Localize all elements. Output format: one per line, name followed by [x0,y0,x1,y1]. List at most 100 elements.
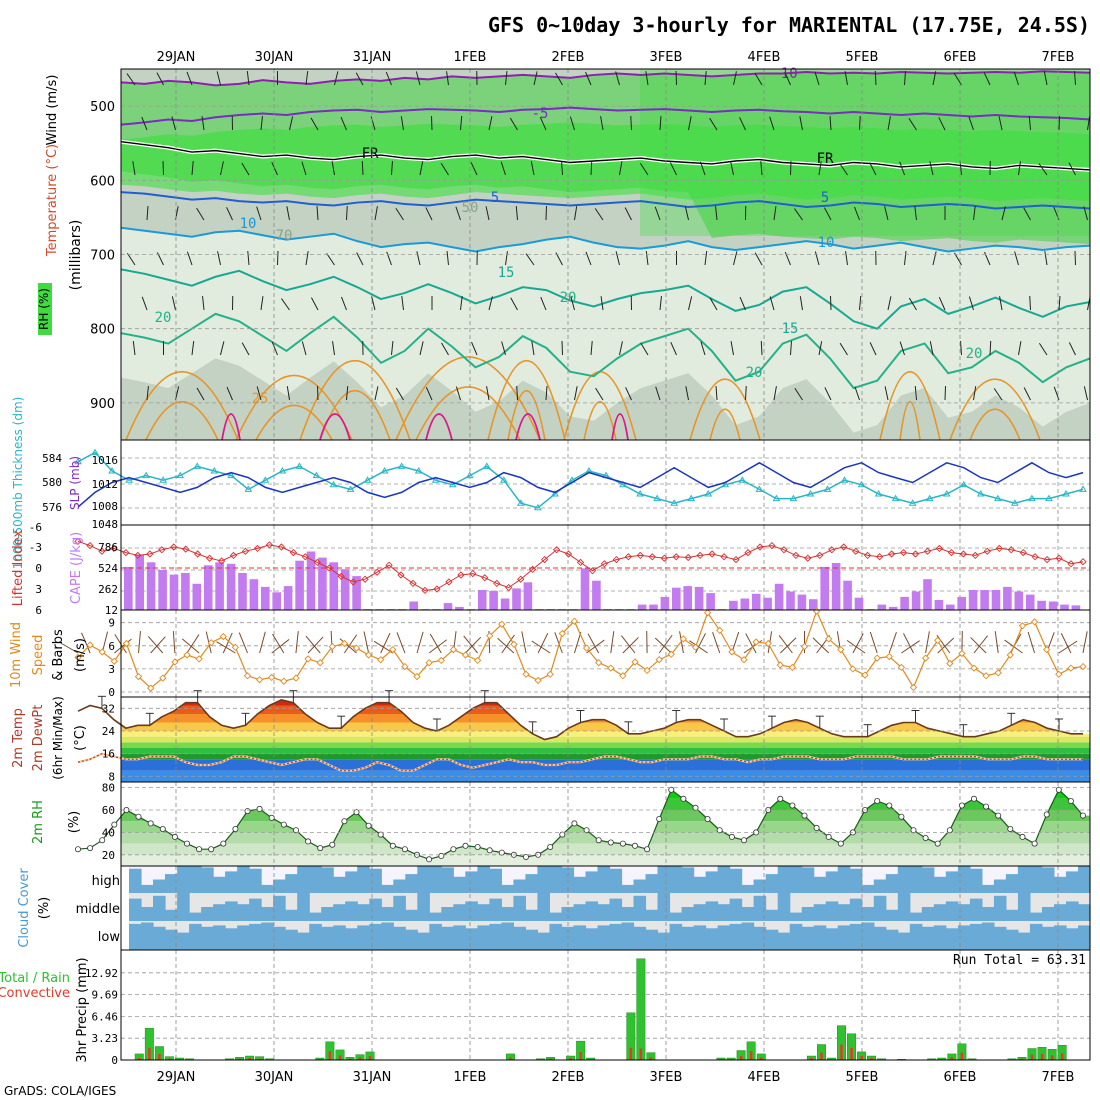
lifted-index-marker [947,548,956,557]
thickness-marker [1062,490,1070,497]
wind-speed-marker [667,650,675,658]
rh-marker [777,795,784,802]
warm-contour [235,374,353,441]
wind-barb [973,635,988,654]
cloud-bar [321,926,334,950]
rh-tick-label: 20 [102,849,115,862]
cloud-bar [849,868,863,893]
wind-barb [1001,206,1006,221]
rh-marker [728,833,735,840]
cape-bar [477,590,487,610]
precip-tick-label: 3.23 [92,1032,119,1045]
wind-speed-marker [183,651,191,659]
cloud-bar [717,925,731,950]
wind-barb [669,162,677,176]
rh-marker [183,840,190,847]
wind-barb [334,71,339,86]
wind-barb [114,638,132,654]
rh-marker [305,838,312,845]
cloud-bar [801,867,815,893]
precip-convective-bar [629,1047,633,1060]
wind-speed-marker [958,649,966,658]
contour-label: -10 [772,66,797,82]
cloud-bar [993,895,1007,921]
wind-barb [739,296,746,311]
cloud-bar [621,884,635,893]
cloud-bar [297,866,310,893]
rh-marker [971,795,978,802]
thickness-marker [193,462,202,469]
wind-speed-marker [703,609,712,617]
lifted-index-marker [481,574,489,582]
thickness-slp-panel: 584 580 576 1016 1012 1008 1048 1000-500mb Thic… [11,397,1091,569]
cloud-bar [165,909,178,921]
wind-speed-marker [280,677,288,685]
wind-barb [226,207,233,221]
cape-bar [683,586,692,610]
wind-speed-marker [122,639,131,648]
cloud-bar [417,932,430,950]
cloud-bar [189,923,202,950]
lifted-index-marker [493,579,501,588]
rh-marker [644,846,651,853]
wind-barb [539,117,547,131]
cloud-cover-panel: high middle low Cloud Cover (%) [17,865,1091,951]
cloud-bar [141,884,154,893]
wind-barb [639,162,649,176]
cloud-bar [477,904,490,921]
rh-marker [668,786,675,793]
cape-bar [797,594,807,610]
precip-convective-bar [960,1052,964,1060]
cape-bar [843,580,852,610]
minmax-axis-label: (6hr Min/Max) [51,696,65,780]
cape-bar [694,586,704,610]
wind-barb [818,161,822,176]
wind-speed-marker [934,636,942,645]
cape-bar [272,592,281,610]
thickness-marker [925,494,934,502]
wind-barb [259,631,266,654]
wind-speed-marker [74,653,82,662]
wind-speed-marker [788,663,797,672]
top-date-label: 2FEB [552,50,585,65]
wind-barb [171,296,176,311]
cloud-bar [861,922,875,950]
wind-barb [440,162,449,176]
warm-contour [145,400,219,441]
rh-marker [716,827,723,834]
pressure-tick-label: 900 [90,397,115,412]
cloud-bar [153,895,166,921]
cloud-bar [321,867,334,893]
rh-legend-swatch [38,283,52,335]
upper-air-panel: -10-5FR FR5 510101515202020202550705006007… [37,66,1091,441]
cloud-bar [441,907,454,921]
cloud-bar [1054,925,1067,950]
wind-barb [659,115,662,131]
cloud-bar [729,898,743,921]
temp-band [121,714,1090,723]
wind-barb [561,160,563,176]
lifted-index-marker [253,544,262,553]
contour-label: 10 [818,235,835,251]
wind-speed-marker [292,674,300,682]
cloud-bar [249,868,262,893]
wind-barb [175,386,180,401]
rh-marker [874,798,881,805]
cloud-bar [897,893,911,921]
cloud-bar [393,895,406,921]
wind-barb [754,72,763,86]
cape-bar [226,563,236,610]
wind-speed-marker [352,644,361,652]
rh-marker [934,840,941,847]
wind-barb [361,160,364,176]
lifted-index-marker [804,554,812,562]
wind-speed-marker [619,672,627,680]
cloud-bar [993,879,1007,893]
wind-barb [146,205,149,221]
wind-barb [201,116,205,131]
rh-marker [317,845,324,852]
cloud-bar [501,884,514,893]
rh-marker [571,820,578,827]
wind-barb [615,251,620,266]
cloud-bar [213,925,226,950]
